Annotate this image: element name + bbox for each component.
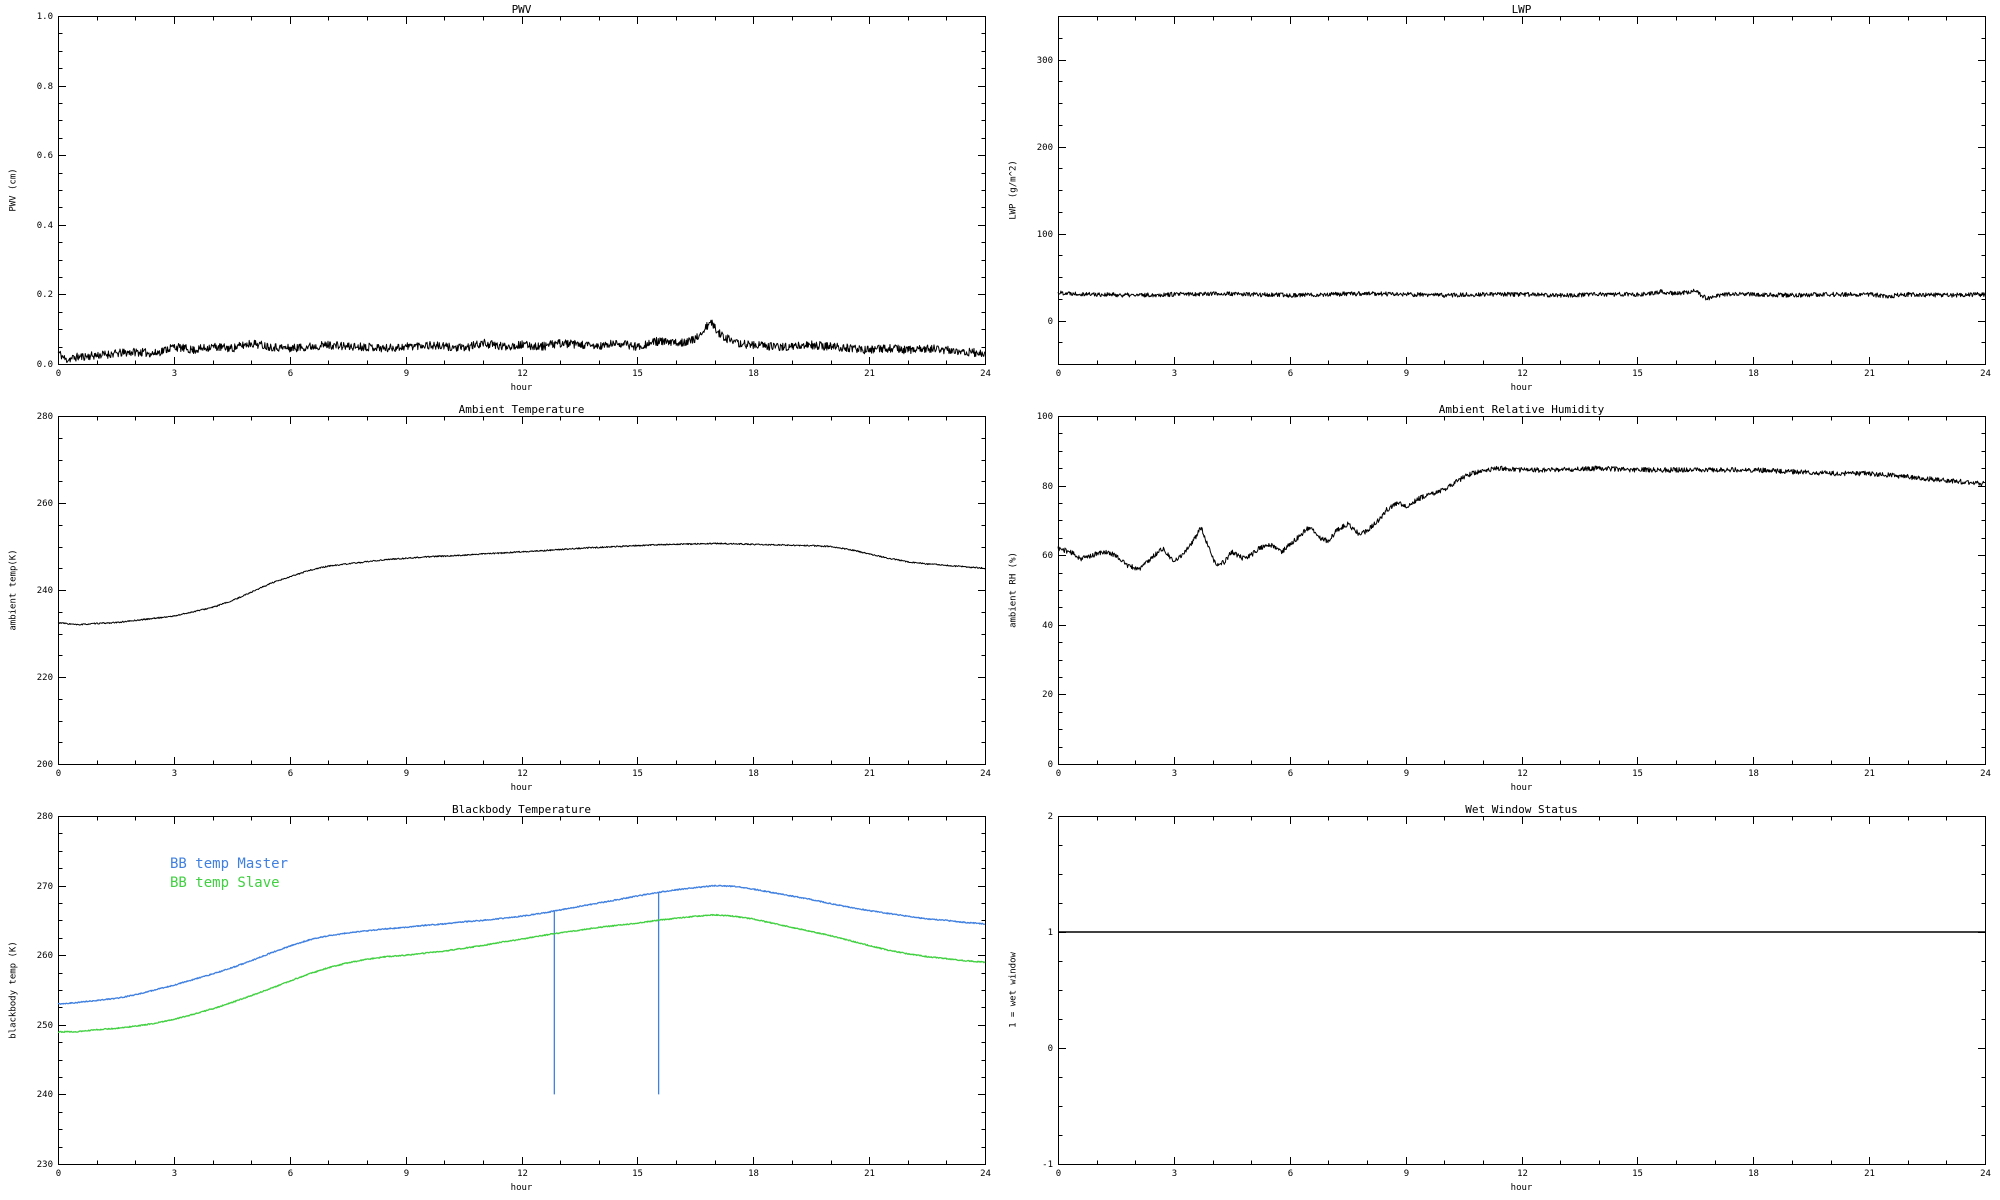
wet-window-status-chart-canvas [1000, 800, 2000, 1200]
panel-blackbody-temperature: Blackbody Temperature BB temp Master BB … [0, 800, 1000, 1200]
blackbody-temperature-chart-canvas [0, 800, 1000, 1200]
panel-ambient-temperature: Ambient Temperature [0, 400, 1000, 800]
pwv-chart-canvas [0, 0, 1000, 400]
panel-lwp: LWP [1000, 0, 2000, 400]
lwp-chart-canvas [1000, 0, 2000, 400]
panel-ambient-relative-humidity: Ambient Relative Humidity [1000, 400, 2000, 800]
panel-wet-window-status: Wet Window Status [1000, 800, 2000, 1200]
ambient-relative-humidity-chart-canvas [1000, 400, 2000, 800]
ambient-temperature-chart-canvas [0, 400, 1000, 800]
panel-pwv: PWV [0, 0, 1000, 400]
